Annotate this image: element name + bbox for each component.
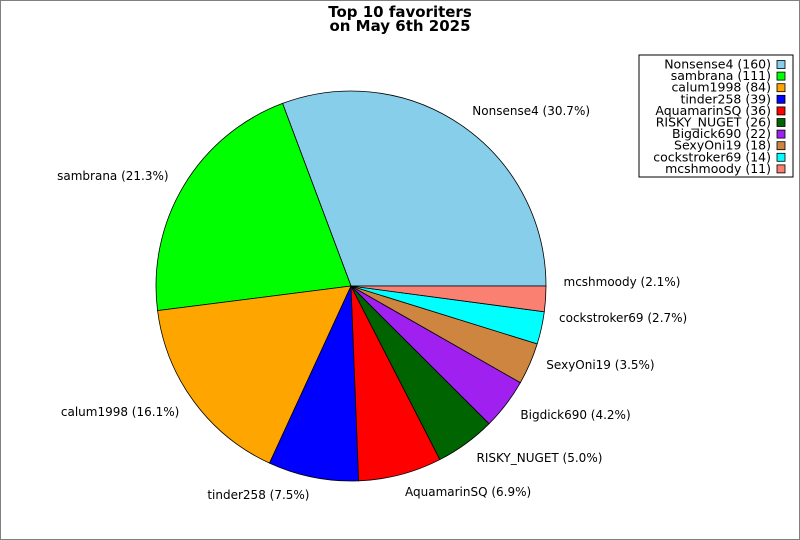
legend-swatch-sambrana: [776, 71, 786, 81]
legend-entry-mcshmoody: mcshmoody (11): [665, 161, 771, 176]
pie-slices: [155, 90, 547, 482]
slice-label-bigdick690: Bigdick690 (4.2%): [520, 408, 630, 422]
legend-swatch-bigdick690: [776, 129, 786, 139]
pie-slice-labels: Nonsense4 (30.7%) sambrana (21.3%) calum19…: [57, 104, 687, 502]
pie-slice-nonsense4: [282, 90, 547, 287]
legend-swatch-sexyoni19: [776, 141, 786, 151]
slice-label-sexyoni19: SexyOni19 (3.5%): [546, 358, 654, 372]
legend-swatch-cockstroker69: [776, 152, 786, 162]
legend-entry-sexyoni19: SexyOni19 (18): [674, 138, 771, 153]
legend-swatch-tinder258: [776, 94, 786, 104]
legend-entry-bigdick690: Bigdick690 (22): [672, 126, 771, 141]
slice-label-nonsense4: Nonsense4 (30.7%): [472, 104, 590, 118]
legend-swatch-calum1998: [776, 83, 786, 93]
slice-label-cockstroker69: cockstroker69 (2.7%): [559, 311, 687, 325]
legend-swatch-nonsense4: [776, 60, 786, 69]
slice-label-tinder258: tinder258 (7.5%): [207, 488, 309, 502]
legend-entry-aquamarinsq: AquamarinSQ (36): [655, 103, 771, 118]
chart-title: Top 10 favoriters on May 6th 2025: [328, 3, 472, 35]
slice-label-mcshmoody: mcshmoody (2.1%): [564, 275, 681, 289]
slice-label-risky-nuget: RISKY_NUGET (5.0%): [477, 451, 603, 465]
pie-slice-calum1998: [157, 285, 352, 464]
legend-swatch-aquamarinsq: [776, 106, 786, 116]
legend-entry-nonsense4: Nonsense4 (160): [664, 57, 771, 72]
legend-entry-risky-nuget: RISKY_NUGET (26): [656, 115, 771, 130]
legend-entry-cockstroker69: cockstroker69 (14): [653, 149, 771, 164]
chart-title-line-2: on May 6th 2025: [329, 17, 470, 35]
chart-title-line-1: Top 10 favoriters: [328, 3, 472, 21]
legend-entry-calum1998: calum1998 (84): [671, 80, 771, 95]
pie-slice-sambrana: [155, 102, 352, 312]
slice-label-aquamarinsq: AquamarinSQ (6.9%): [405, 485, 531, 499]
pie-slice-mcshmoody: [350, 285, 547, 313]
legend-swatch-mcshmoody: [776, 164, 786, 174]
legend-box: [638, 54, 794, 178]
slice-label-calum1998: calum1998 (16.1%): [61, 405, 179, 419]
legend-entry-sambrana: sambrana (111): [671, 68, 771, 83]
slice-label-sambrana: sambrana (21.3%): [57, 169, 168, 183]
legend: Nonsense4 (160)sambrana (111)calum1998 (…: [638, 54, 794, 178]
legend-swatch-risky-nuget: [776, 118, 786, 127]
legend-entry-tinder258: tinder258 (39): [680, 91, 771, 106]
